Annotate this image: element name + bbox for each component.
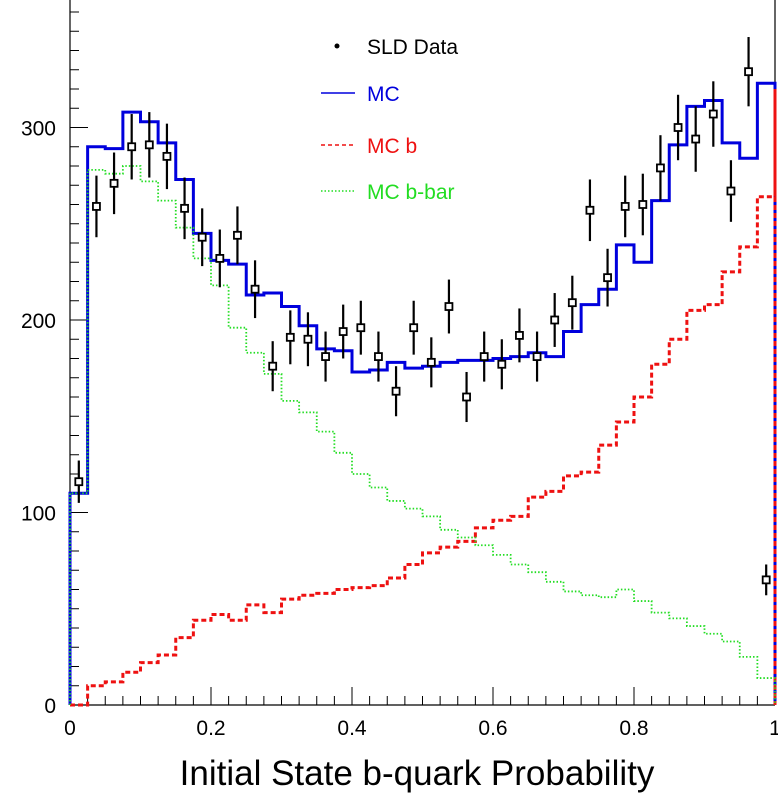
data-point <box>127 142 137 152</box>
data-point <box>673 123 683 132</box>
series-line-mc-b <box>70 89 777 707</box>
legend-marker-sld-data <box>334 43 340 49</box>
data-point <box>74 477 84 487</box>
x-tick-label: 1 <box>769 717 778 740</box>
data-point <box>550 315 560 325</box>
legend-label-mc-b: MC b <box>367 135 417 158</box>
data-point <box>338 327 348 336</box>
legend: SLD Data MC MC b MC b-bar <box>321 36 458 204</box>
data-point <box>233 230 242 240</box>
data-point <box>162 151 172 161</box>
data-point <box>391 386 401 396</box>
data-point <box>744 67 753 77</box>
x-axis-label: Initial State b-quark Probability <box>180 754 655 793</box>
data-point <box>215 253 225 263</box>
data-point <box>321 352 330 361</box>
y-tick-label: 200 <box>21 310 56 333</box>
data-point <box>497 359 507 369</box>
legend-label-sld-data: SLD Data <box>367 36 458 59</box>
x-tick-label: 0.4 <box>337 717 367 740</box>
data-point <box>444 302 454 311</box>
data-point <box>285 332 295 342</box>
series-line-mc-b-bar <box>69 165 776 705</box>
data-point <box>144 140 154 150</box>
x-tick-label: 0 <box>64 717 76 740</box>
y-axis-tick-labels: 0 100 200 300 <box>21 118 56 719</box>
data-point <box>374 352 383 361</box>
data-point <box>92 202 101 211</box>
data-point <box>726 186 736 196</box>
data-point <box>180 203 189 213</box>
series-layer <box>68 81 777 707</box>
data-point <box>479 352 489 361</box>
data-points-layer <box>74 37 771 596</box>
data-point <box>250 284 260 294</box>
data-point <box>567 298 577 308</box>
data-point <box>109 178 119 188</box>
data-point <box>515 330 524 340</box>
data-point <box>691 134 701 144</box>
y-tick-label: 100 <box>21 503 56 526</box>
x-tick-label: 0.8 <box>619 717 648 740</box>
x-tick-label: 0.6 <box>478 717 507 740</box>
data-point <box>638 200 648 209</box>
data-point <box>708 109 718 119</box>
data-point <box>603 273 612 283</box>
data-point <box>462 392 471 402</box>
data-point <box>426 357 436 367</box>
axis-ticks <box>69 11 776 706</box>
data-point <box>268 361 278 371</box>
data-point <box>656 163 665 173</box>
y-tick-label: 300 <box>21 118 56 141</box>
legend-label-mc-b-bar: MC b-bar <box>367 181 455 204</box>
x-tick-label: 0.2 <box>196 717 225 740</box>
data-point <box>409 323 419 333</box>
x-axis-tick-labels: 0 0.2 0.4 0.6 0.8 1 <box>64 717 778 740</box>
data-point <box>585 205 595 215</box>
data-point <box>303 334 313 344</box>
legend-label-mc: MC <box>367 83 400 106</box>
data-point <box>532 352 542 361</box>
data-point <box>356 323 366 333</box>
data-point <box>761 575 771 585</box>
data-point <box>197 232 207 242</box>
y-tick-label: 0 <box>44 695 56 718</box>
data-point <box>620 202 630 211</box>
